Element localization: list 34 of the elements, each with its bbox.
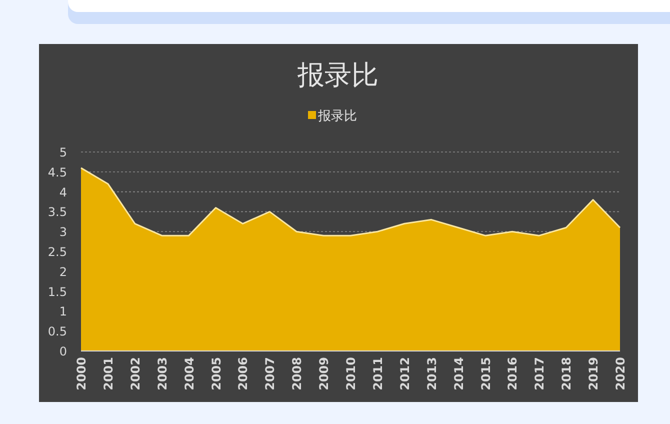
y-tick-label: 3.5 [48, 205, 67, 220]
x-tick-label: 2006 [236, 357, 250, 390]
y-tick-label: 1.5 [48, 284, 67, 299]
y-tick-label: 4.5 [48, 165, 67, 180]
y-tick-label: 0.5 [48, 324, 67, 339]
x-tick-label: 2020 [614, 357, 628, 390]
x-tick-label: 2018 [560, 357, 574, 390]
x-tick-label: 2010 [344, 357, 358, 390]
y-tick-label: 3 [59, 225, 67, 240]
x-tick-label: 2007 [263, 357, 278, 390]
y-tick-label: 2 [59, 264, 67, 279]
x-tick-label: 2001 [101, 357, 116, 390]
x-tick-label: 2017 [532, 357, 547, 390]
x-tick-label: 2005 [209, 357, 224, 390]
x-tick-label: 2012 [398, 357, 412, 390]
x-tick-label: 2002 [128, 357, 142, 390]
x-tick-label: 2014 [452, 357, 466, 390]
y-tick-label: 4 [59, 185, 67, 200]
chart-title: 报录比 [296, 60, 378, 91]
y-tick-label: 2.5 [48, 245, 67, 259]
x-tick-label: 2000 [74, 357, 88, 390]
x-tick-label: 2019 [586, 357, 601, 390]
x-tick-label: 2004 [182, 357, 196, 390]
y-tick-label: 5 [59, 146, 67, 160]
legend-label: 报录比 [317, 109, 357, 124]
x-tick-label: 2016 [506, 357, 520, 390]
x-tick-label: 2009 [317, 357, 332, 390]
x-tick-label: 2013 [424, 357, 439, 390]
x-tick-label: 2011 [370, 357, 385, 390]
x-tick-label: 2008 [290, 357, 304, 390]
x-tick-label: 2003 [155, 357, 170, 390]
y-tick-label: 0 [59, 344, 67, 358]
y-tick-label: 1 [59, 304, 67, 319]
x-tick-label: 2015 [478, 357, 493, 390]
